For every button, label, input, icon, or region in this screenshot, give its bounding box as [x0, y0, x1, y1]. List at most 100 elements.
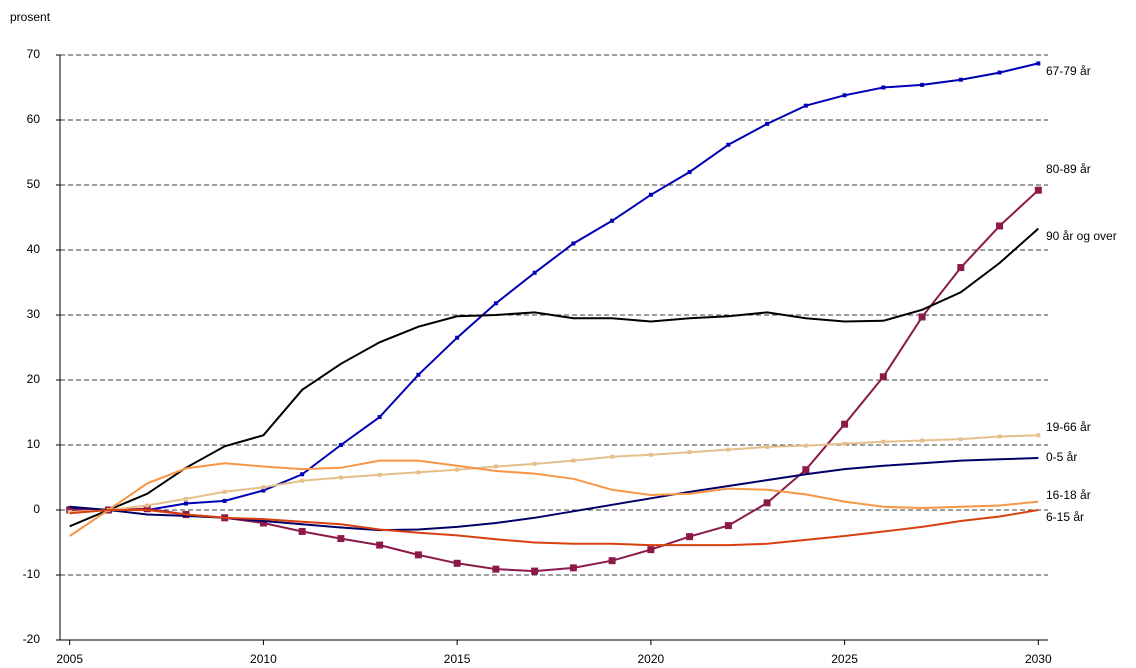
point: [958, 77, 963, 82]
point: [997, 434, 1002, 439]
point: [802, 466, 810, 474]
x-tick-label: 2020: [638, 652, 665, 666]
point: [67, 509, 72, 514]
point: [687, 450, 692, 455]
point: [765, 121, 770, 126]
point: [377, 472, 382, 477]
x-tick-label: 2005: [56, 652, 83, 666]
point: [918, 313, 926, 321]
x-tick-label: 2025: [831, 652, 858, 666]
point: [842, 93, 847, 98]
series-line: [69, 434, 1039, 513]
series-label: 90 år og over: [1046, 229, 1117, 243]
point: [145, 503, 150, 508]
point: [803, 103, 808, 108]
point: [997, 70, 1002, 75]
point: [338, 443, 343, 447]
series-label: 19-66 år: [1046, 420, 1091, 434]
point: [414, 551, 422, 559]
point: [261, 485, 266, 490]
point: [842, 441, 847, 446]
point: [996, 222, 1004, 230]
point: [532, 270, 537, 275]
point: [1036, 433, 1041, 438]
y-tick-label: 70: [27, 47, 41, 61]
y-axis-label: prosent: [10, 10, 51, 24]
point: [183, 496, 188, 501]
series-line: [69, 459, 1039, 537]
series-label: 16-18 år: [1046, 488, 1091, 502]
point: [726, 142, 731, 147]
point: [881, 439, 886, 444]
point: [261, 488, 266, 493]
point: [610, 218, 615, 223]
point: [841, 420, 849, 428]
point: [416, 372, 421, 377]
point: [957, 264, 965, 272]
point: [765, 444, 770, 449]
point: [569, 564, 577, 572]
point: [493, 301, 498, 306]
series-label: 80-89 år: [1046, 162, 1091, 176]
x-tick-label: 2015: [444, 652, 471, 666]
point: [259, 519, 267, 527]
point: [416, 470, 421, 475]
series-line: [69, 62, 1039, 511]
point: [298, 527, 306, 535]
series-line: [69, 509, 1039, 547]
point: [492, 565, 500, 573]
point: [803, 443, 808, 448]
series-label: 6-15 år: [1046, 510, 1084, 524]
point: [531, 567, 539, 575]
point: [532, 461, 537, 466]
y-tick-label: 0: [33, 502, 40, 516]
point: [377, 415, 382, 420]
point: [1036, 61, 1041, 66]
y-tick-label: 30: [27, 307, 41, 321]
point: [571, 241, 576, 246]
y-tick-label: 40: [27, 242, 41, 256]
y-tick-label: 20: [27, 372, 41, 386]
point: [958, 437, 963, 442]
y-tick-label: -10: [23, 567, 41, 581]
point: [687, 170, 692, 174]
series-label: 0-5 år: [1046, 450, 1077, 464]
point: [920, 438, 925, 443]
point: [183, 501, 188, 506]
point: [222, 498, 227, 503]
y-tick-label: 60: [27, 112, 41, 126]
point: [300, 478, 305, 483]
point: [337, 535, 345, 543]
point: [726, 447, 731, 452]
point: [686, 533, 694, 541]
point: [455, 467, 460, 472]
point: [648, 452, 653, 457]
point: [1034, 186, 1042, 194]
point: [763, 499, 771, 507]
series-label: 67-79 år: [1046, 64, 1091, 78]
point: [920, 82, 925, 87]
point: [338, 475, 343, 480]
point: [453, 559, 461, 567]
point: [455, 335, 460, 340]
point: [648, 192, 653, 197]
point: [376, 541, 384, 549]
point: [879, 373, 887, 381]
point: [300, 472, 305, 477]
point: [571, 458, 576, 463]
point: [881, 85, 886, 90]
point: [647, 546, 655, 554]
x-tick-label: 2010: [250, 652, 277, 666]
series-line: [69, 227, 1039, 528]
point: [610, 454, 615, 459]
y-tick-label: 50: [27, 177, 41, 191]
point: [608, 557, 616, 565]
y-tick-label: 10: [27, 437, 41, 451]
point: [222, 489, 227, 494]
point: [143, 505, 151, 513]
point: [724, 522, 732, 530]
y-tick-label: -20: [23, 632, 41, 646]
x-tick-label: 2030: [1025, 652, 1052, 666]
point: [493, 464, 498, 469]
